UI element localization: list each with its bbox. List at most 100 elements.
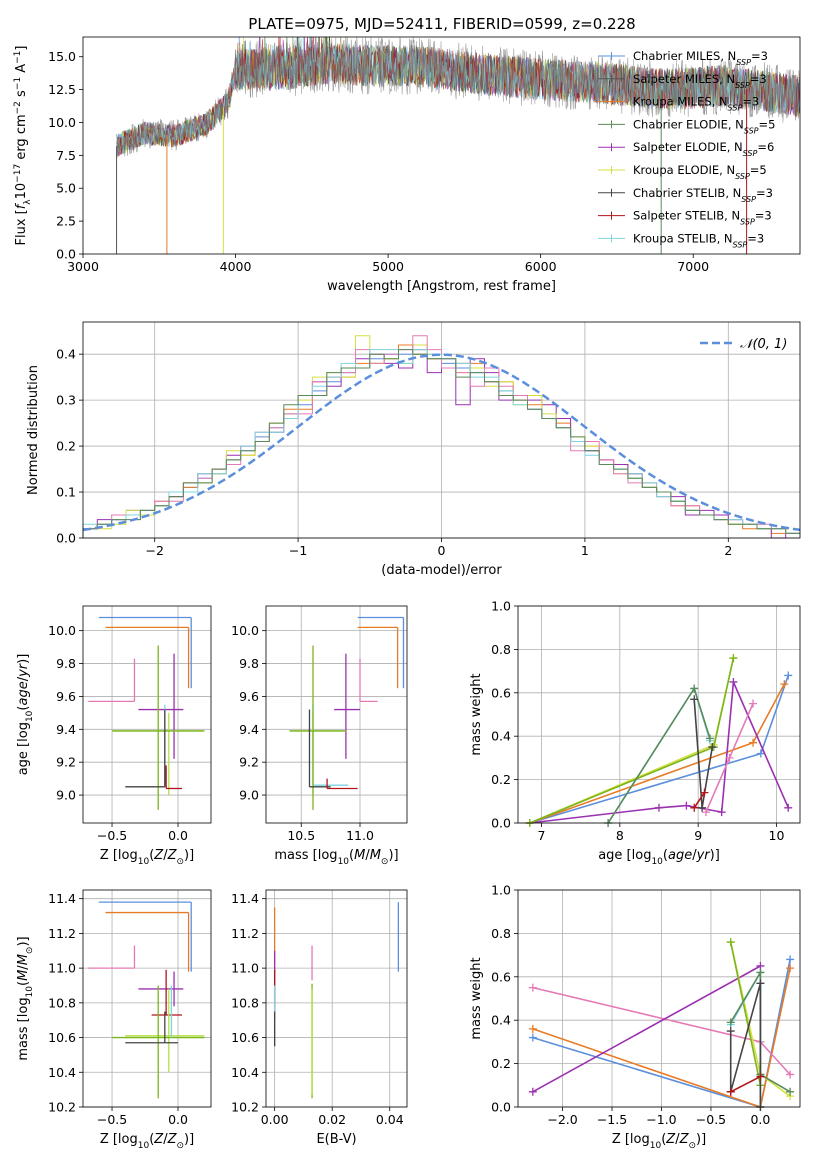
- weight-point: [784, 671, 793, 680]
- y-axis-label: Flux [fλ10−17 erg cm−2 s−1 A−1]: [13, 46, 33, 246]
- x-tick-label: 10.5: [287, 828, 315, 843]
- y-tick-label: 9.4: [56, 722, 76, 737]
- y-tick-label: 5.0: [56, 181, 76, 196]
- x-tick-label: −0.5: [696, 1112, 726, 1127]
- x-tick-label: 10: [769, 828, 785, 843]
- weight-point: [729, 654, 738, 663]
- x-axis-label: wavelength [Angstrom, rest frame]: [327, 279, 556, 294]
- y-tick-label: 0.2: [491, 1056, 511, 1071]
- weight-series-3: [529, 681, 790, 824]
- y-tick-label: 10.6: [48, 1030, 76, 1045]
- spectrum-lines: [116, 37, 800, 254]
- x-tick-label: 0.02: [318, 1112, 346, 1127]
- plot-frame: [517, 605, 801, 824]
- y-tick-label: 1.0: [491, 599, 511, 614]
- error-crosses: [273, 902, 400, 1099]
- plot-frame: [265, 889, 408, 1108]
- y-tick-label: 9.6: [239, 689, 259, 704]
- y-tick-label: 2.5: [56, 214, 76, 229]
- plot-frame: [82, 889, 212, 1108]
- x-tick-label: 0.00: [261, 1112, 289, 1127]
- legend-entry: Salpeter MILES, NSSP=3: [633, 72, 767, 90]
- weight-point: [726, 1018, 735, 1027]
- y-axis-label: Normed distribution: [26, 365, 41, 495]
- y-tick-label: 7.5: [56, 148, 76, 163]
- y-tick-label: 9.0: [56, 788, 76, 803]
- legend-entry: Salpeter ELODIE, NSSP=6: [633, 140, 774, 158]
- y-tick-label: 9.8: [239, 656, 259, 671]
- histogram-series-7: [82, 349, 800, 538]
- weight-point: [729, 677, 738, 686]
- weight-series-10: [693, 792, 706, 809]
- legend-entry: Chabrier STELIB, NSSP=3: [633, 186, 773, 204]
- y-axis-label: mass [log10(M/M⊙)]: [16, 936, 35, 1060]
- y-tick-label: 10.8: [48, 995, 76, 1010]
- y-tick-label: 0.2: [56, 439, 76, 454]
- y-tick-label: 11.0: [231, 961, 259, 976]
- weight-series-4: [532, 965, 761, 1093]
- y-tick-label: 0.8: [491, 642, 511, 657]
- y-tick-label: 0.0: [491, 1100, 511, 1115]
- y-tick-label: 0.8: [491, 926, 511, 941]
- legend-entry: Kroupa MILES, NSSP=3: [633, 95, 759, 113]
- weight-point: [756, 968, 765, 977]
- legend-suffix: =5: [759, 117, 776, 131]
- legend-entry: Salpeter STELIB, NSSP=3: [633, 209, 772, 227]
- plot-frame: [82, 321, 801, 539]
- y-tick-label: 10.6: [231, 1030, 259, 1045]
- x-tick-label: 4000: [220, 259, 252, 274]
- weight-point: [784, 803, 793, 812]
- legend-suffix: =3: [756, 186, 773, 200]
- y-tick-label: 9.2: [239, 755, 259, 770]
- weight-point: [756, 1072, 765, 1081]
- x-tick-label: 7: [538, 828, 546, 843]
- chart-spectrum: 3000 4000 5000 6000 7000 0.0 2.5 5.0 7.5 10.0 12.5…: [13, 36, 801, 294]
- legend-label: Kroupa STELIB, N: [633, 231, 733, 245]
- weight-series-9: [729, 983, 762, 1107]
- y-tick-label: 10.2: [231, 1100, 259, 1115]
- legend-label: Salpeter MILES, N: [633, 72, 735, 86]
- legend-label: Chabrier STELIB, N: [633, 186, 741, 200]
- weight-point: [528, 983, 537, 992]
- y-axis-label: mass weight: [469, 673, 484, 755]
- y-tick-label: 0.1: [56, 485, 76, 500]
- x-tick-label: 0.04: [376, 1112, 404, 1127]
- error-crosses: [88, 901, 205, 1099]
- weight-point: [690, 803, 699, 812]
- y-tick-label: 0.6: [491, 969, 511, 984]
- legend-subscript: SSP: [735, 172, 750, 181]
- weight-point: [756, 749, 765, 758]
- legend-subscript: SSP: [736, 58, 751, 67]
- y-tick-label: 10.8: [231, 995, 259, 1010]
- x-tick-label: −2.0: [547, 1112, 577, 1127]
- y-tick-label: 0.6: [491, 685, 511, 700]
- y-tick-label: 11.2: [231, 926, 259, 941]
- y-tick-label: 10.4: [231, 1065, 259, 1080]
- legend-entry: 𝒩(0, 1): [740, 337, 787, 352]
- legend-label: Kroupa MILES, N: [633, 95, 728, 109]
- legend-label: Chabrier MILES, N: [633, 49, 736, 63]
- legend-entry: Kroupa ELODIE, NSSP=5: [633, 163, 767, 181]
- x-axis-label: (data-model)/error: [381, 563, 502, 578]
- x-tick-label: 0: [438, 543, 446, 558]
- chart-weight_vs_Z: −2.0 −1.5 −1.0 −0.5 0.0 0.0 0.2 0.4 0.6 0.8 1.0 Z […: [469, 883, 801, 1151]
- legend-entry: Chabrier MILES, NSSP=3: [633, 49, 768, 67]
- weight-series-10: [730, 1075, 761, 1093]
- y-tick-label: 10.4: [48, 1065, 76, 1080]
- legend-label: Chabrier ELODIE, N: [633, 117, 744, 131]
- legend-label: Kroupa ELODIE, N: [633, 163, 735, 177]
- weight-point: [705, 734, 714, 743]
- y-tick-label: 0.4: [56, 347, 76, 362]
- weight-point: [528, 1033, 537, 1042]
- error-crosses: [88, 616, 205, 810]
- legend-subscript: SSP: [728, 103, 743, 112]
- x-tick-label: −1: [289, 543, 307, 558]
- legend-subscript: SSP: [743, 149, 758, 158]
- weight-point: [749, 738, 757, 747]
- legend-suffix: =3: [751, 49, 768, 63]
- weight-point: [708, 743, 717, 752]
- y-axis-label: age [log10(age/yr)]: [16, 654, 35, 776]
- x-tick-label: 1: [581, 543, 589, 558]
- chart-weight_vs_age: 7 8 9 10 0.0 0.2 0.4 0.6 0.8 1.0 age [log10(age/yr…: [469, 599, 801, 867]
